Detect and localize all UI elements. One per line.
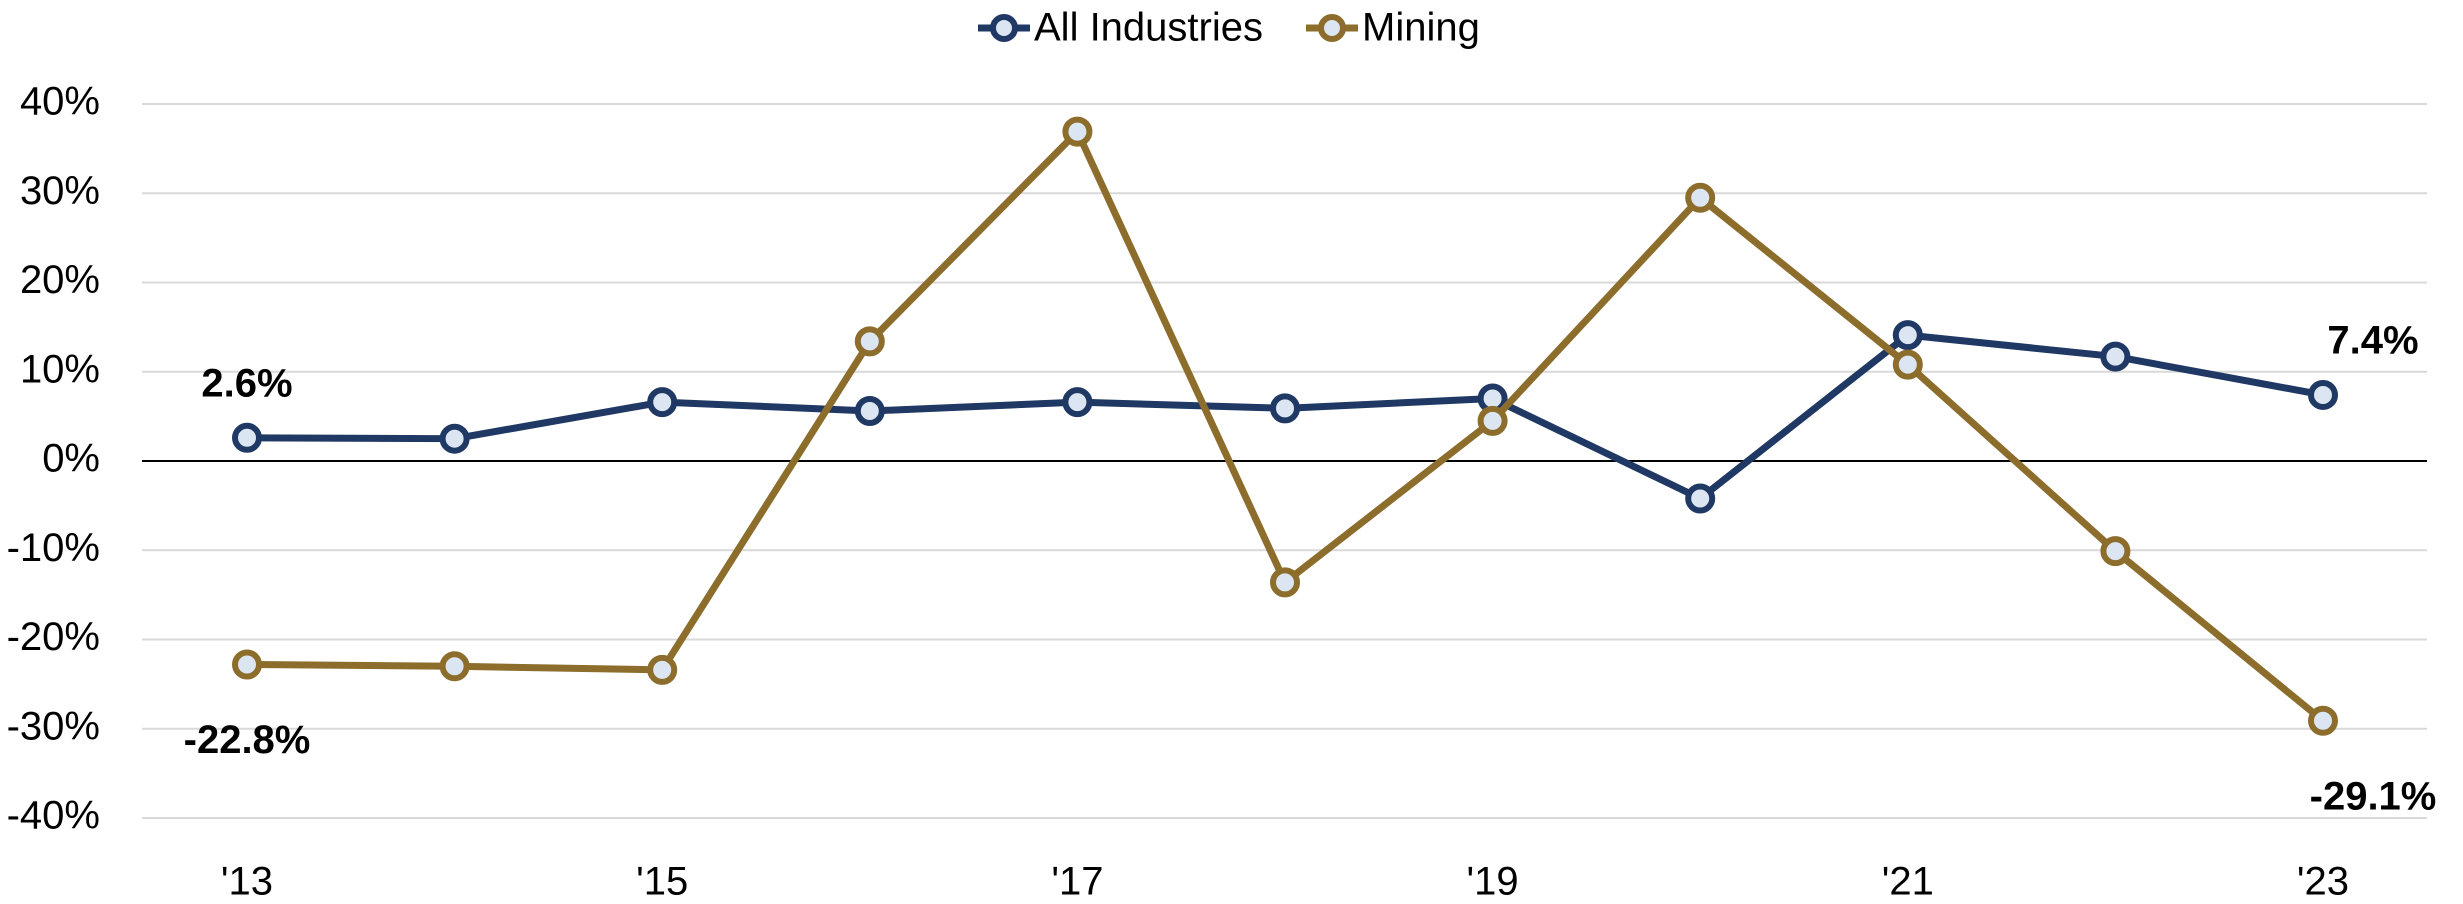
legend-label: Mining <box>1362 6 1480 50</box>
y-tick-label: -20% <box>7 615 100 659</box>
x-tick-label: '23 <box>2297 860 2349 904</box>
x-tick-label: '19 <box>1467 860 1519 904</box>
legend-marker <box>990 14 1018 42</box>
marker <box>439 423 470 454</box>
y-tick-label: 0% <box>42 437 100 481</box>
y-tick-label: 20% <box>20 258 100 302</box>
marker <box>1270 567 1300 598</box>
series-line <box>246 128 2326 724</box>
x-tick-label: '17 <box>1051 860 1103 904</box>
marker <box>1892 320 1923 351</box>
marker <box>1062 387 1093 418</box>
y-tick-label: -30% <box>7 704 100 748</box>
y-tick-label: 40% <box>20 80 100 124</box>
marker <box>1477 405 1508 436</box>
marker <box>1892 349 1923 380</box>
marker <box>647 654 678 685</box>
marker <box>2100 341 2131 372</box>
x-tick-label: '15 <box>636 860 688 904</box>
marker <box>232 422 262 453</box>
marker <box>2100 536 2131 567</box>
marker <box>1270 393 1300 424</box>
x-tick-label: '21 <box>1882 860 1934 904</box>
data-label: -22.8% <box>184 718 311 762</box>
x-tick-label: '13 <box>221 860 273 904</box>
marker <box>1685 483 1716 514</box>
y-tick-label: 30% <box>20 169 100 213</box>
data-label: 2.6% <box>201 361 292 405</box>
marker <box>854 326 885 357</box>
marker <box>439 651 470 682</box>
y-tick-label: 10% <box>20 347 100 391</box>
y-tick-label: -10% <box>7 526 100 570</box>
marker <box>1062 116 1093 147</box>
marker <box>854 396 885 427</box>
marker <box>232 649 262 680</box>
marker <box>2308 379 2338 410</box>
legend-marker <box>1318 14 1346 42</box>
marker <box>1685 182 1716 213</box>
marker <box>647 387 678 418</box>
legend-label: All Industries <box>1034 6 1263 50</box>
y-tick-label: -40% <box>7 794 100 838</box>
data-label: 7.4% <box>2327 319 2418 363</box>
data-label: -29.1% <box>2310 774 2437 818</box>
marker <box>2308 705 2338 736</box>
